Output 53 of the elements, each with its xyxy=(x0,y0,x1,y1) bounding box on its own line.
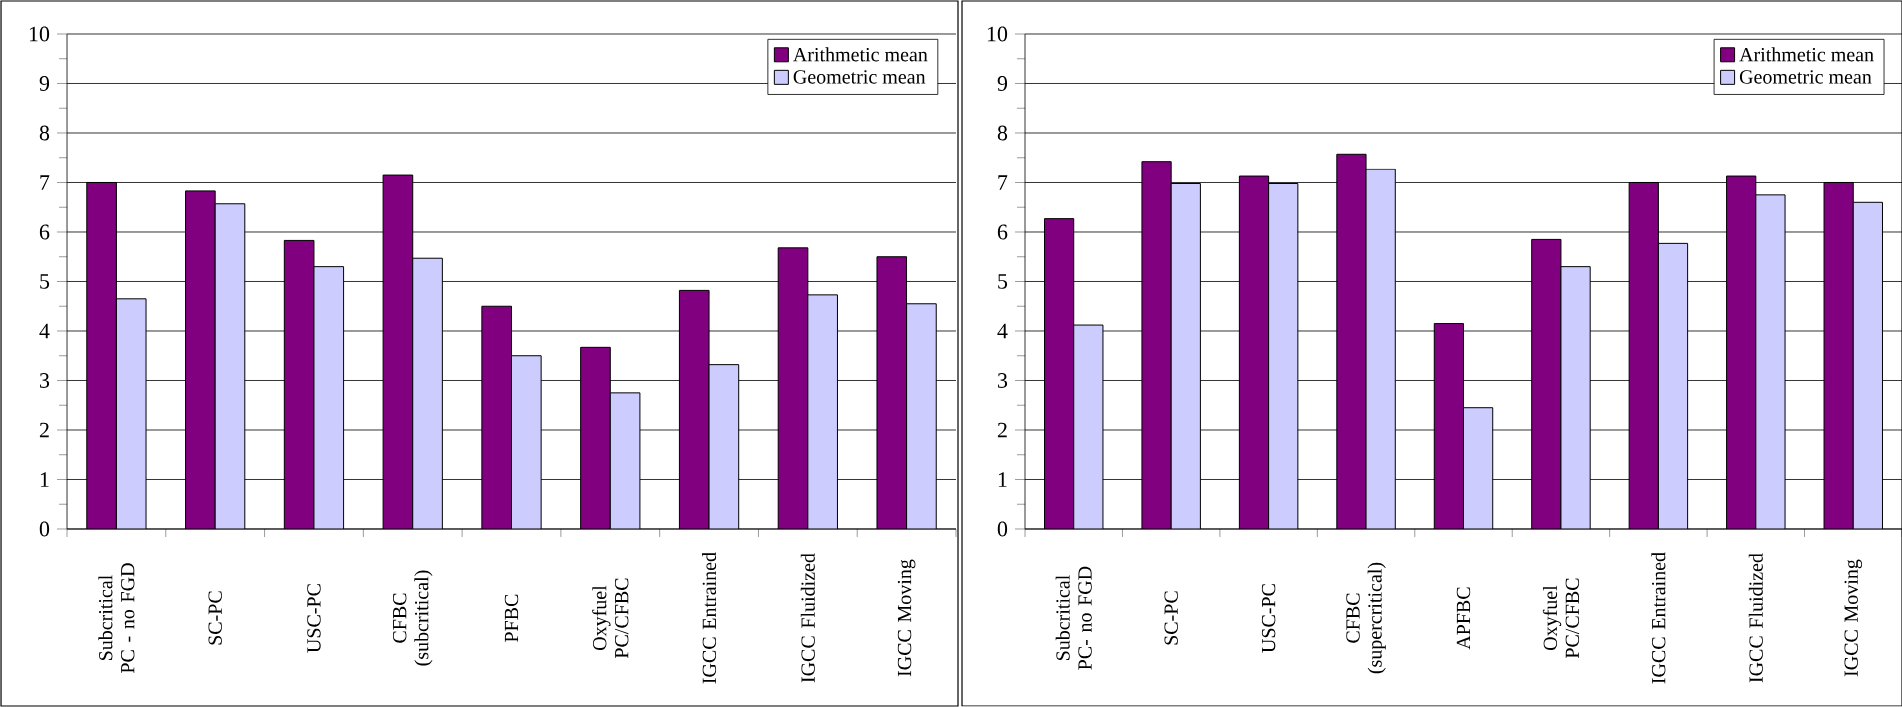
bar xyxy=(185,190,216,529)
bar xyxy=(876,256,908,529)
y-tick-label: 5 xyxy=(40,274,50,289)
x-tick-label: PFBC xyxy=(504,594,519,642)
x-tick-label: IGCC Fluidized xyxy=(1748,553,1763,683)
legend-label: Arithmetic mean xyxy=(793,47,928,62)
y-tick-label: 8 xyxy=(39,125,50,141)
bar xyxy=(283,239,315,529)
y-tick-label: 1 xyxy=(998,472,1007,487)
x-tick-label: Oxyfuel PC/CFBC xyxy=(592,578,629,659)
x-tick-label: Subcritical PC - no FGD xyxy=(98,563,135,674)
y-tick-label: 3 xyxy=(40,373,50,388)
y-tick-label: 4 xyxy=(997,323,1008,339)
y-tick-label: 6 xyxy=(39,224,50,240)
y-tick-label: 10 xyxy=(987,26,1008,42)
bar xyxy=(86,182,117,529)
x-tick-label: IGCC Moving xyxy=(1844,559,1863,677)
y-tick-label: 1 xyxy=(40,472,49,487)
y-tick-label: 9 xyxy=(997,76,1008,91)
x-tick-label: SC-PC xyxy=(1164,591,1178,645)
y-tick-label: 2 xyxy=(997,422,1007,438)
bar xyxy=(777,247,809,529)
x-tick-label: USC-PC xyxy=(307,584,321,653)
x-tick-label: CFBC (subcritical) xyxy=(392,570,433,666)
x-tick-label: USC-PC xyxy=(1261,584,1276,653)
x-tick-label: Oxyfuel PC/CFBC xyxy=(1542,578,1580,659)
legend-label: Geometric mean xyxy=(793,70,926,84)
y-tick-label: 7 xyxy=(40,175,50,190)
x-tick-label: IGCC Entrained xyxy=(1651,552,1666,684)
y-tick-label: 2 xyxy=(39,422,49,438)
y-tick-label: 10 xyxy=(29,26,50,42)
y-tick-label: 5 xyxy=(998,274,1008,289)
x-tick-label: CFBC (supercritical) xyxy=(1346,562,1386,674)
x-tick-label: IGCC Entrained xyxy=(702,552,717,684)
bar xyxy=(580,346,611,529)
x-tick-label: Subcritical PC- no FGD xyxy=(1055,566,1092,670)
y-tick-label: 9 xyxy=(39,76,50,91)
bar xyxy=(678,289,710,529)
x-tick-label: IGCC Moving xyxy=(897,559,916,677)
x-tick-label: SC-PC xyxy=(208,591,222,645)
bar xyxy=(481,305,512,529)
x-tick-label: APFBC xyxy=(1456,587,1471,650)
legend-label: Arithmetic mean xyxy=(1739,47,1874,62)
y-tick-label: 3 xyxy=(998,373,1008,388)
y-tick-label: 0 xyxy=(997,521,1008,537)
y-tick-label: 6 xyxy=(997,224,1008,240)
y-tick-label: 8 xyxy=(997,125,1008,141)
legend-label: Geometric mean xyxy=(1739,70,1872,84)
x-tick-label: IGCC Fluidized xyxy=(800,553,815,683)
y-tick-label: 4 xyxy=(39,323,50,339)
y-tick-label: 0 xyxy=(39,521,50,537)
bar xyxy=(382,174,414,529)
y-tick-label: 7 xyxy=(998,175,1008,190)
